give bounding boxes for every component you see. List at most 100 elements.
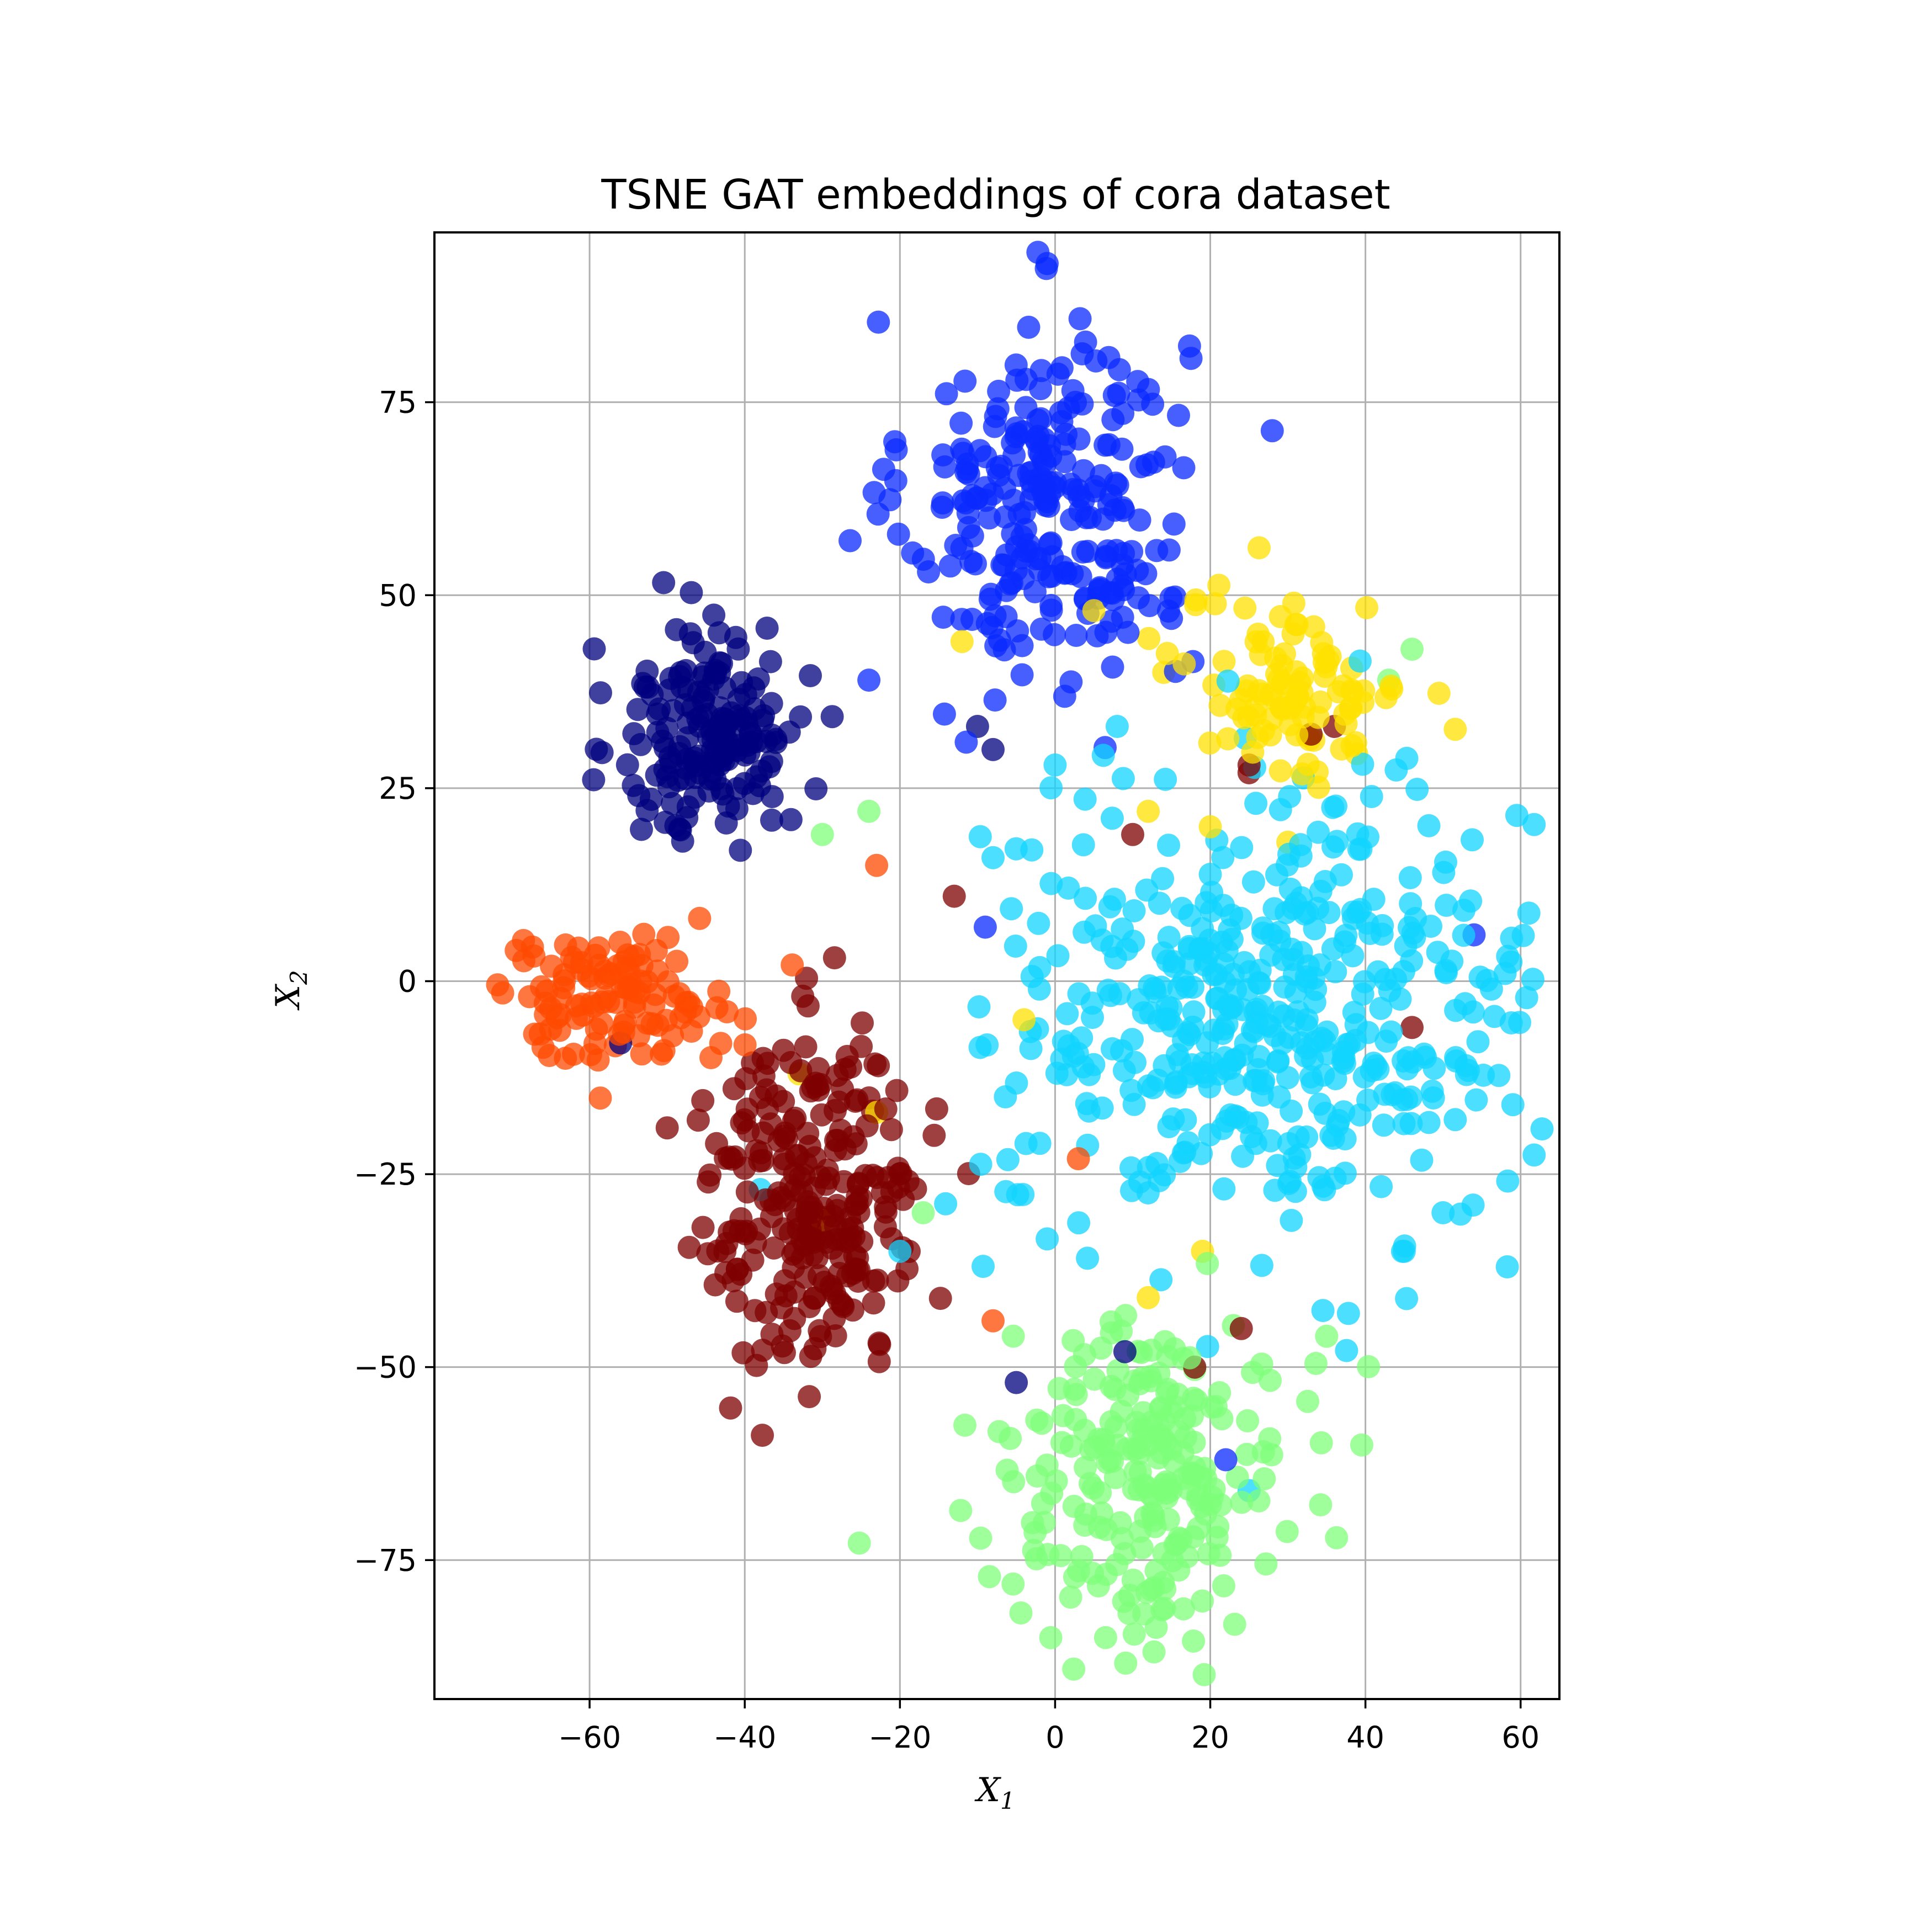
scatter-point <box>630 818 653 841</box>
scatter-point <box>639 788 663 811</box>
scatter-point <box>1010 634 1034 657</box>
scatter-point <box>590 1012 614 1036</box>
scatter-point <box>1231 1144 1255 1168</box>
scatter-point <box>838 529 862 553</box>
scatter-point <box>1157 1007 1181 1031</box>
scatter-point <box>1333 1127 1357 1151</box>
scatter-point <box>1452 923 1475 947</box>
scatter-point <box>1521 968 1544 991</box>
scatter-point <box>1444 999 1468 1022</box>
scatter-point <box>1496 1169 1520 1193</box>
scatter-point <box>1311 1299 1335 1323</box>
scatter-point <box>1085 624 1109 647</box>
scatter-point <box>1172 1597 1195 1621</box>
scatter-point <box>773 1341 796 1365</box>
scatter-point <box>1121 1568 1145 1592</box>
scatter-point <box>1107 358 1131 381</box>
scatter-point <box>1020 838 1044 862</box>
scatter-point <box>1273 642 1296 666</box>
scatter-point <box>911 1201 935 1224</box>
scatter-point <box>1046 944 1070 968</box>
scatter-point <box>1432 861 1456 884</box>
scatter-point <box>1187 1516 1210 1540</box>
scatter-point <box>1309 1493 1333 1517</box>
scatter-point <box>1395 746 1419 770</box>
scatter-point <box>1351 752 1374 776</box>
scatter-point <box>1229 1317 1253 1340</box>
scatter-point <box>1047 1377 1071 1400</box>
scatter-point <box>1311 1174 1335 1198</box>
scatter-point <box>746 667 770 691</box>
y-tick-label: 50 <box>379 578 417 613</box>
scatter-point <box>1117 1601 1141 1625</box>
scatter-point <box>612 1020 635 1044</box>
scatter-point <box>1333 1161 1357 1185</box>
scatter-point <box>1064 1355 1087 1378</box>
scatter-point <box>1043 753 1067 777</box>
scatter-point <box>1130 1366 1154 1390</box>
scatter-point <box>733 1156 756 1180</box>
y-tick-label: 0 <box>398 964 417 999</box>
scatter-point <box>1392 1112 1416 1135</box>
scatter-point <box>841 1298 864 1322</box>
scatter-point <box>847 1531 871 1555</box>
scatter-point <box>1153 1163 1176 1187</box>
scatter-point <box>1177 937 1201 960</box>
scatter-point <box>1246 726 1270 750</box>
scatter-point <box>735 1180 759 1204</box>
scatter-point <box>1234 1111 1258 1134</box>
scatter-point <box>1275 1520 1299 1543</box>
scatter-point <box>1200 1052 1224 1075</box>
scatter-point <box>1505 804 1528 827</box>
scatter-point <box>1006 1183 1029 1207</box>
scatter-point <box>1259 1368 1282 1392</box>
scatter-point <box>1417 814 1441 837</box>
scatter-point <box>1039 1626 1063 1649</box>
scatter-point <box>1070 1544 1094 1568</box>
scatter-point <box>1071 833 1095 857</box>
scatter-point <box>1123 1050 1147 1074</box>
scatter-point <box>691 1089 715 1112</box>
scatter-point <box>626 698 650 721</box>
scatter-point <box>1200 1485 1224 1509</box>
scatter-point <box>760 808 783 832</box>
scatter-point <box>1182 1630 1206 1653</box>
scatter-point <box>1080 991 1104 1015</box>
scatter-point <box>1123 1459 1147 1483</box>
scatter-point <box>883 430 906 454</box>
scatter-point <box>1307 820 1330 844</box>
scatter-point <box>781 953 804 977</box>
y-tick-label: 25 <box>379 771 417 806</box>
scatter-point <box>1074 887 1097 910</box>
scatter-point <box>789 705 813 729</box>
scatter-point <box>1522 1143 1546 1167</box>
scatter-point <box>1306 896 1330 920</box>
scatter-point <box>1330 737 1354 761</box>
scatter-point <box>688 906 712 930</box>
scatter-point <box>1260 1443 1283 1467</box>
scatter-point <box>779 808 803 831</box>
scatter-point <box>1290 762 1314 786</box>
scatter-point <box>857 668 881 692</box>
x-axis-label: X1 <box>974 1771 1015 1814</box>
scatter-point <box>1206 986 1229 1010</box>
scatter-point <box>1355 596 1378 619</box>
scatter-point <box>505 938 528 962</box>
scatter-point <box>783 1106 807 1130</box>
scatter-point <box>1370 1175 1393 1198</box>
scatter-point <box>810 822 834 846</box>
scatter-point <box>821 1204 845 1228</box>
scatter-point <box>582 768 606 792</box>
scatter-point <box>967 995 991 1018</box>
scatter-point <box>1014 396 1038 420</box>
scatter-point <box>1075 1092 1098 1116</box>
y-tick-label: −75 <box>354 1543 417 1578</box>
scatter-point <box>1067 1211 1091 1235</box>
scatter-point <box>1021 477 1044 501</box>
scatter-point <box>597 990 620 1013</box>
scatter-point <box>1021 1511 1044 1535</box>
scatter-point <box>884 469 907 492</box>
scatter-point <box>1225 1466 1249 1489</box>
scatter-point <box>1009 1601 1033 1625</box>
scatter-point <box>1468 965 1492 989</box>
